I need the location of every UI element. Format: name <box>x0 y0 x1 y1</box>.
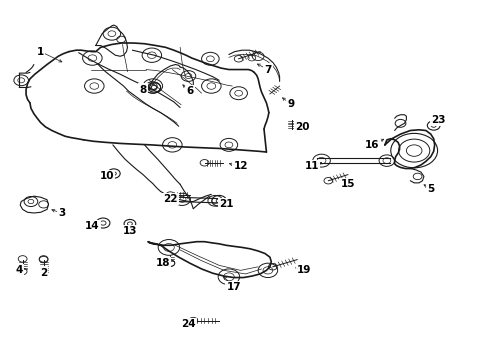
Text: 14: 14 <box>85 221 100 231</box>
Text: 21: 21 <box>218 199 233 210</box>
Text: 8: 8 <box>139 85 146 95</box>
Text: 16: 16 <box>364 140 379 150</box>
Text: 3: 3 <box>58 208 65 218</box>
Text: 13: 13 <box>122 226 137 236</box>
Text: 11: 11 <box>304 161 318 171</box>
Text: 2: 2 <box>40 267 47 278</box>
Text: 19: 19 <box>296 265 310 275</box>
Text: 10: 10 <box>100 171 114 181</box>
Text: 5: 5 <box>427 184 433 194</box>
Text: 22: 22 <box>163 194 177 204</box>
Text: 23: 23 <box>430 115 445 125</box>
Text: 7: 7 <box>264 64 271 75</box>
Text: 17: 17 <box>226 282 241 292</box>
Text: 9: 9 <box>286 99 294 109</box>
Text: 18: 18 <box>155 258 169 268</box>
Text: 4: 4 <box>16 265 23 275</box>
Text: 15: 15 <box>340 179 354 189</box>
Text: 1: 1 <box>37 46 44 57</box>
Text: 12: 12 <box>233 161 247 171</box>
Text: 6: 6 <box>186 86 193 96</box>
Text: 20: 20 <box>294 122 308 132</box>
Text: 24: 24 <box>181 319 195 329</box>
